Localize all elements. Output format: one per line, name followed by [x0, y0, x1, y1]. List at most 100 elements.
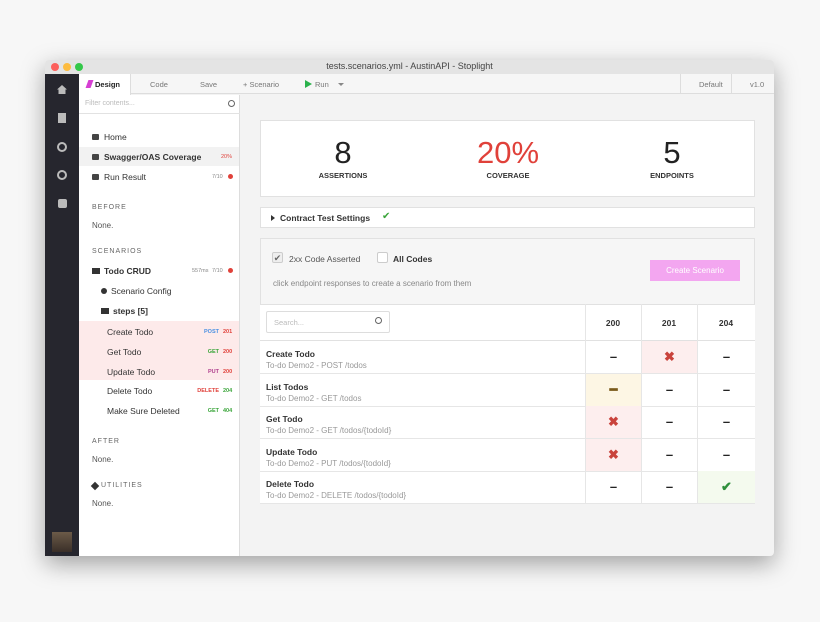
tab[interactable]: Design: [95, 80, 121, 89]
column-header: 200: [605, 318, 621, 328]
response-cell[interactable]: –: [665, 381, 674, 397]
step-name: Update Todo: [107, 366, 156, 377]
section-heading: SCENARIOS: [92, 248, 143, 255]
response-cell[interactable]: –: [609, 349, 618, 364]
nav-item[interactable]: Run Result: [104, 172, 147, 182]
nav-highlight: [79, 147, 239, 166]
settings-card[interactable]: [260, 207, 755, 228]
nav-badge: 7/10: [212, 174, 223, 180]
right-tab[interactable]: Default: [699, 80, 723, 89]
column-divider: [585, 304, 586, 504]
folder-icon: [101, 308, 109, 314]
row-divider: [260, 438, 755, 439]
rail-icon[interactable]: [58, 199, 67, 208]
section-text: None.: [92, 455, 114, 464]
active-tab: [79, 74, 131, 95]
step-method: POST: [204, 329, 219, 335]
step-name: Delete Todo: [107, 386, 153, 397]
right-tab[interactable]: v1.0: [750, 80, 765, 89]
response-cell[interactable]: ✔: [698, 471, 755, 503]
section-heading: AFTER: [92, 438, 120, 445]
response-cell[interactable]: –: [665, 446, 674, 462]
step-row[interactable]: [79, 321, 239, 341]
tab[interactable]: + Scenario: [243, 80, 280, 89]
tab[interactable]: Run: [315, 80, 329, 89]
response-cell[interactable]: ✖: [642, 341, 697, 373]
step-method: PUT: [208, 368, 219, 375]
step-row[interactable]: [79, 380, 239, 401]
stat-value: 5: [663, 135, 681, 170]
nav-item[interactable]: Swagger/OAS Coverage: [104, 152, 202, 162]
rail-icon[interactable]: [57, 85, 67, 94]
table-header-row: [260, 340, 755, 341]
section-text: None.: [92, 499, 114, 508]
step-row[interactable]: [79, 360, 239, 381]
row-divider: [260, 503, 755, 504]
filter-input[interactable]: [79, 95, 240, 114]
response-cell[interactable]: –: [665, 414, 674, 429]
endpoint-path: To-do Demo2 - DELETE /todos/{todoId}: [266, 491, 407, 500]
step-name: Make Sure Deleted: [107, 406, 180, 417]
rail-icon[interactable]: [57, 170, 67, 180]
step-row[interactable]: [79, 400, 239, 421]
title-bar: [45, 60, 774, 74]
column-header: 204: [718, 318, 734, 328]
create-scenario-button[interactable]: Create Scenario: [650, 260, 740, 281]
step-name: Create Todo: [107, 327, 154, 337]
close-button[interactable]: [51, 63, 59, 71]
endpoint-path: To-do Demo2 - PUT /todos/{todoId}: [266, 458, 391, 468]
response-cell[interactable]: ━: [586, 373, 641, 406]
checkbox-label: 2xx Code Asserted: [289, 254, 361, 264]
checkbox[interactable]: ✔: [272, 252, 283, 263]
response-cell[interactable]: –: [665, 479, 674, 494]
steps-label[interactable]: steps [5]: [113, 306, 148, 316]
response-cell[interactable]: –: [722, 414, 731, 429]
step-status: 201: [223, 329, 233, 335]
endpoint-name[interactable]: Delete Todo: [266, 479, 315, 489]
row-divider: [260, 470, 755, 472]
row-divider: [260, 405, 755, 407]
response-cell[interactable]: –: [722, 349, 731, 364]
stat-value: 20%: [476, 135, 540, 170]
rail-icon[interactable]: [57, 142, 67, 152]
zoom-button[interactable]: [75, 63, 83, 71]
status-dot: [228, 174, 233, 179]
response-cell[interactable]: ✖: [586, 406, 641, 438]
tab-divider: [680, 74, 681, 94]
response-cell[interactable]: –: [722, 446, 731, 462]
avatar[interactable]: [52, 532, 72, 552]
nav-icon: [92, 174, 99, 180]
endpoint-name[interactable]: List Todos: [266, 381, 309, 392]
response-cell[interactable]: ✖: [586, 438, 641, 471]
response-cell[interactable]: –: [609, 479, 618, 494]
search-icon: [375, 317, 382, 324]
checkbox[interactable]: [377, 252, 388, 263]
section-text: None.: [92, 221, 114, 230]
settings-label: Contract Test Settings: [280, 213, 371, 223]
scenario-config[interactable]: Scenario Config: [111, 286, 172, 296]
stat-label: COVERAGE: [486, 171, 530, 180]
minimize-button[interactable]: [63, 63, 71, 71]
response-cell[interactable]: –: [722, 381, 731, 397]
section-heading: UTILITIES: [101, 482, 143, 489]
step-status: 404: [223, 408, 233, 415]
tab[interactable]: Code: [150, 80, 168, 89]
nav-badge: 20%: [221, 154, 233, 160]
endpoint-name[interactable]: Get Todo: [266, 414, 303, 424]
endpoint-name[interactable]: Update Todo: [266, 446, 318, 457]
filter-placeholder: Filter contents...: [85, 100, 135, 107]
table-search[interactable]: [266, 311, 390, 333]
tab[interactable]: Save: [200, 80, 218, 89]
stat-value: 8: [334, 135, 352, 170]
rail-icon[interactable]: [58, 113, 66, 123]
step-row[interactable]: [79, 340, 239, 361]
checkbox-label: All Codes: [393, 254, 433, 264]
endpoint-path: To-do Demo2 - GET /todos: [266, 393, 362, 403]
scenario-name[interactable]: Todo CRUD: [104, 266, 152, 276]
step-status: 200: [223, 368, 233, 375]
column-header: 201: [661, 318, 677, 328]
endpoint-name[interactable]: Create Todo: [266, 349, 315, 359]
nav-icon: [92, 154, 99, 160]
nav-item[interactable]: Home: [104, 132, 127, 142]
